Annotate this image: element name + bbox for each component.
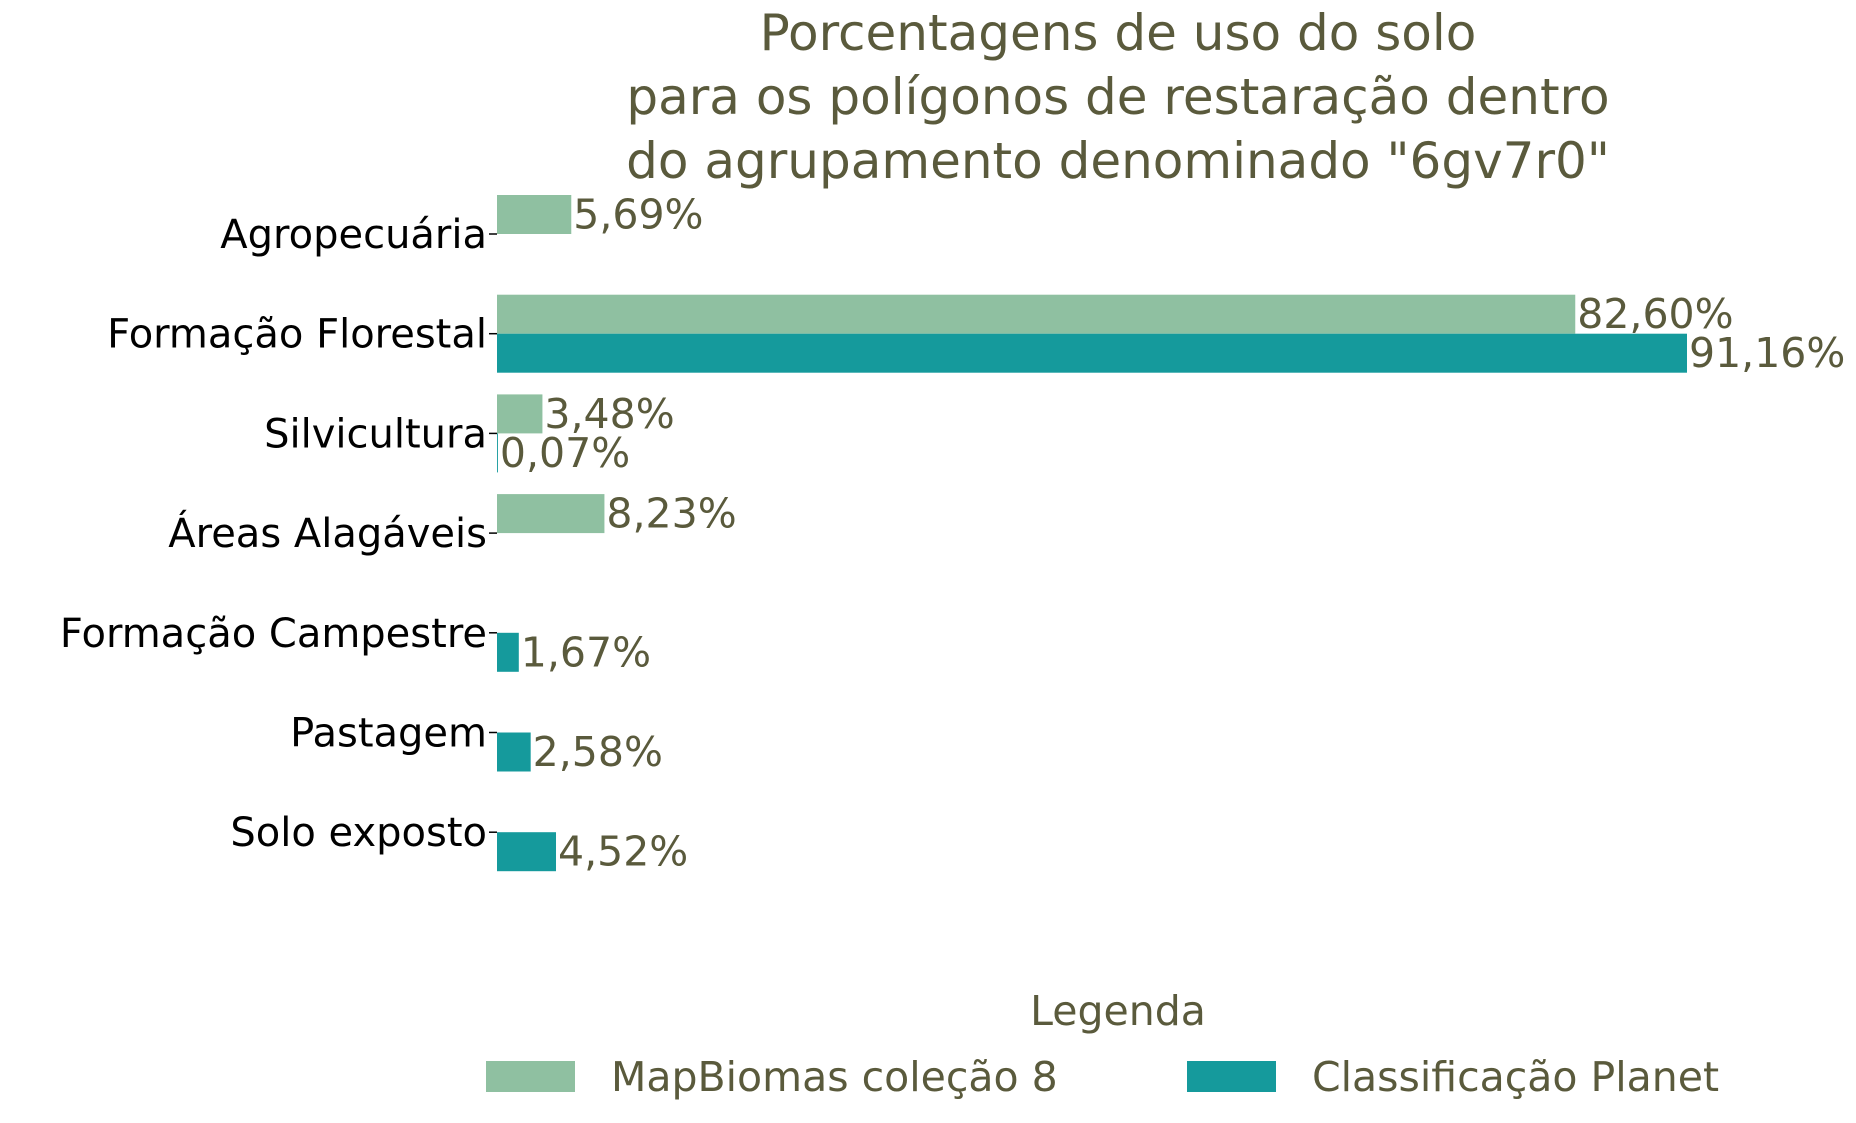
data-label: 1,67% (521, 628, 651, 676)
bar (497, 433, 498, 473)
y-tick-label: Silvicultura (264, 411, 487, 457)
y-tick-label: Pastagem (290, 711, 487, 757)
data-label: 2,58% (533, 728, 663, 776)
y-tick-label: Formação Florestal (107, 312, 487, 358)
chart-title-line: Porcentagens de uso do solo (760, 4, 1477, 62)
bar (497, 195, 572, 234)
y-tick-label: Solo exposto (230, 810, 487, 856)
data-label: 91,16% (1689, 329, 1845, 377)
bar (497, 394, 543, 434)
plot-area: Agropecuária 5,69% Formação Florestal 82,60… (60, 191, 1845, 876)
legend: Legenda MapBiomas coleção 8 Classificação… (486, 987, 1719, 1101)
legend-swatch (486, 1061, 575, 1092)
legend-label: MapBiomas coleção 8 (611, 1053, 1058, 1101)
y-tick-label: Áreas Alagáveis (168, 509, 487, 557)
chart-title-line: para os polígonos de restaração dentro (626, 68, 1609, 126)
bar (497, 832, 557, 872)
bar (497, 632, 519, 672)
chart-title-line: do agrupamento denominado "6gv7r0" (626, 132, 1610, 190)
data-label: 5,69% (573, 191, 703, 239)
data-label: 3,48% (544, 390, 674, 438)
legend-label: Classificação Planet (1312, 1053, 1719, 1101)
data-label: 0,07% (500, 429, 630, 477)
data-label: 82,60% (1577, 290, 1733, 338)
bar (497, 732, 531, 772)
chart-title: Porcentagens de uso do solo para os políg… (626, 4, 1610, 190)
legend-swatch (1187, 1061, 1276, 1092)
y-tick-label: Agropecuária (220, 212, 487, 258)
legend-title: Legenda (1030, 987, 1206, 1035)
bar (497, 333, 1687, 373)
y-tick-label: Formação Campestre (60, 611, 487, 657)
data-label: 8,23% (606, 490, 736, 538)
bar (497, 494, 605, 534)
data-label: 4,52% (558, 828, 688, 876)
bar (497, 294, 1576, 334)
